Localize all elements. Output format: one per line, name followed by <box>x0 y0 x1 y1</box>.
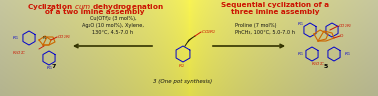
Text: $R_1$: $R_1$ <box>12 34 19 42</box>
Text: Cyclization $\it{cum}$ dehydrogenation: Cyclization $\it{cum}$ dehydrogenation <box>27 2 163 12</box>
Text: $R_2O_2C$: $R_2O_2C$ <box>311 60 325 68</box>
Text: $CO_2R_2$: $CO_2R_2$ <box>338 22 352 30</box>
Text: $R_2$: $R_2$ <box>178 62 184 70</box>
Text: Proline (7 mol%)
PhCH₃, 100°C, 5.0-7.0 h: Proline (7 mol%) PhCH₃, 100°C, 5.0-7.0 h <box>235 23 295 35</box>
Text: $R_2O_2C$: $R_2O_2C$ <box>12 49 27 57</box>
Text: $R_1$: $R_1$ <box>344 50 351 58</box>
Text: of a two imine assembly: of a two imine assembly <box>45 9 145 15</box>
Text: $R_1$: $R_1$ <box>297 50 304 58</box>
Text: 7: 7 <box>52 63 56 69</box>
Text: $CO_2R_2$: $CO_2R_2$ <box>201 28 216 36</box>
Text: O: O <box>340 34 343 38</box>
Text: $R_1$: $R_1$ <box>297 20 304 28</box>
Text: $CO_2R_2$: $CO_2R_2$ <box>57 33 71 41</box>
Text: $R_1$: $R_1$ <box>46 64 53 72</box>
Text: N: N <box>42 36 45 40</box>
Text: Sequential cyclization of a: Sequential cyclization of a <box>221 2 329 8</box>
Text: 5: 5 <box>324 63 328 69</box>
Text: three imine assembly: three imine assembly <box>231 9 319 15</box>
Text: Cu(OTf)₂ (3 mol%),
Ag₂O (10 mol%), Xylene,
130°C, 4.5-7.0 h: Cu(OTf)₂ (3 mol%), Ag₂O (10 mol%), Xylen… <box>82 16 144 35</box>
Text: 3 (One pot synthesis): 3 (One pot synthesis) <box>153 79 212 84</box>
